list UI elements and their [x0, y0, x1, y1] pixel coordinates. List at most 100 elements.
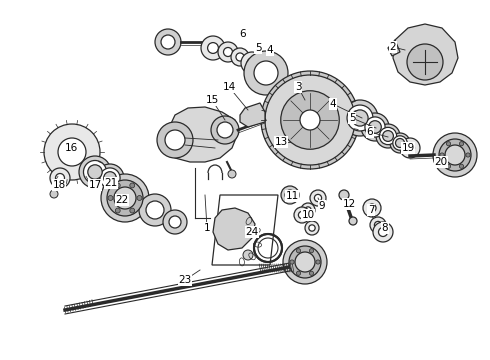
Circle shape: [236, 53, 244, 61]
Circle shape: [223, 48, 232, 57]
Circle shape: [155, 29, 181, 55]
Text: 13: 13: [274, 137, 288, 147]
Circle shape: [370, 217, 386, 233]
Circle shape: [244, 51, 288, 95]
Circle shape: [342, 100, 378, 136]
Circle shape: [285, 190, 295, 200]
Text: 3: 3: [294, 82, 301, 92]
Circle shape: [445, 145, 465, 165]
Circle shape: [300, 110, 320, 130]
Circle shape: [301, 203, 315, 217]
Circle shape: [254, 61, 278, 85]
Text: 17: 17: [88, 180, 101, 190]
Text: 24: 24: [245, 227, 259, 237]
Text: 2: 2: [390, 42, 396, 52]
Text: 8: 8: [382, 223, 388, 233]
Circle shape: [352, 110, 368, 126]
Circle shape: [446, 164, 451, 168]
Circle shape: [365, 117, 385, 137]
Circle shape: [363, 199, 381, 217]
Circle shape: [460, 164, 464, 168]
Circle shape: [339, 190, 349, 200]
Circle shape: [305, 221, 319, 235]
Circle shape: [100, 168, 120, 188]
Circle shape: [466, 153, 470, 157]
Circle shape: [390, 133, 410, 153]
Circle shape: [374, 221, 382, 229]
Circle shape: [316, 260, 320, 264]
Circle shape: [108, 195, 113, 201]
Circle shape: [305, 207, 311, 213]
Circle shape: [169, 216, 181, 228]
Circle shape: [139, 194, 171, 226]
Circle shape: [393, 136, 407, 150]
Circle shape: [439, 139, 471, 171]
Polygon shape: [213, 208, 255, 250]
Circle shape: [309, 249, 314, 253]
Circle shape: [378, 228, 388, 237]
Circle shape: [114, 187, 136, 209]
Circle shape: [309, 225, 315, 231]
Circle shape: [400, 138, 420, 158]
Circle shape: [247, 58, 257, 68]
Text: 6: 6: [367, 127, 373, 137]
Circle shape: [101, 174, 149, 222]
Text: 4: 4: [330, 99, 336, 109]
Circle shape: [460, 141, 464, 146]
Circle shape: [406, 144, 415, 153]
Circle shape: [309, 271, 314, 275]
Circle shape: [228, 170, 236, 178]
Text: 9: 9: [318, 201, 325, 211]
Text: 23: 23: [178, 275, 192, 285]
Circle shape: [83, 161, 106, 184]
Circle shape: [296, 271, 300, 275]
Circle shape: [368, 121, 381, 133]
Polygon shape: [388, 40, 400, 56]
Circle shape: [50, 190, 58, 198]
Text: 16: 16: [64, 143, 77, 153]
Circle shape: [440, 153, 444, 157]
Circle shape: [201, 36, 225, 60]
Circle shape: [208, 42, 219, 53]
Polygon shape: [163, 107, 238, 162]
Text: 18: 18: [52, 180, 66, 190]
Text: 10: 10: [301, 210, 315, 220]
Circle shape: [290, 260, 294, 264]
Circle shape: [395, 139, 405, 148]
Circle shape: [265, 75, 355, 165]
Circle shape: [58, 138, 86, 166]
Circle shape: [281, 91, 339, 149]
Circle shape: [161, 35, 175, 49]
Circle shape: [44, 124, 100, 180]
Text: 14: 14: [222, 82, 236, 92]
Circle shape: [368, 204, 376, 212]
Text: 11: 11: [285, 191, 298, 201]
Text: 22: 22: [115, 195, 129, 205]
Circle shape: [347, 105, 373, 131]
Circle shape: [115, 208, 120, 213]
Circle shape: [165, 130, 185, 150]
Circle shape: [376, 124, 400, 148]
Text: 5: 5: [349, 113, 355, 123]
Circle shape: [298, 211, 306, 219]
Circle shape: [296, 249, 300, 253]
Circle shape: [281, 186, 299, 204]
Circle shape: [289, 246, 321, 278]
Circle shape: [146, 201, 164, 219]
Text: 19: 19: [401, 143, 415, 153]
Text: 21: 21: [104, 178, 118, 188]
Circle shape: [383, 131, 393, 141]
Circle shape: [50, 168, 70, 188]
Circle shape: [163, 210, 187, 234]
Circle shape: [407, 44, 443, 80]
Circle shape: [130, 208, 135, 213]
Circle shape: [218, 42, 238, 62]
Circle shape: [349, 217, 357, 225]
Circle shape: [446, 141, 451, 146]
Text: 15: 15: [205, 95, 219, 105]
Circle shape: [104, 172, 116, 184]
Circle shape: [115, 183, 120, 188]
Text: 7: 7: [368, 205, 374, 215]
Circle shape: [310, 190, 326, 206]
Text: 20: 20: [435, 157, 447, 167]
